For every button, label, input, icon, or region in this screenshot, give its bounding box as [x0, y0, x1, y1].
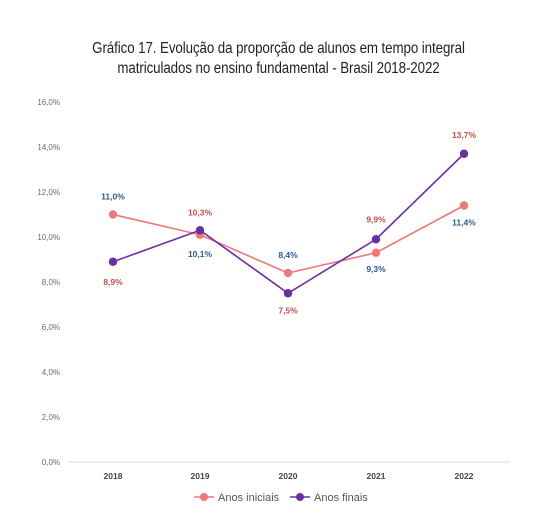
y-tick-label: 4,0% — [42, 368, 60, 377]
data-point-anos-finais — [108, 257, 118, 266]
data-point-anos-iniciais — [371, 248, 381, 257]
data-point-anos-iniciais — [108, 210, 118, 219]
data-label-anos-iniciais: 9,3% — [366, 264, 386, 274]
data-point-anos-iniciais — [459, 201, 469, 210]
chart-subtitle: matriculados no ensino fundamental - Bra… — [117, 60, 440, 77]
data-point-anos-finais — [195, 226, 205, 235]
data-label-anos-finais: 10,3% — [188, 207, 213, 217]
y-tick-label: 8,0% — [42, 278, 60, 287]
x-tick-label: 2021 — [367, 471, 386, 481]
y-tick-label: 12,0% — [37, 188, 60, 197]
data-label-anos-finais: 8,9% — [103, 277, 123, 287]
x-tick-label: 2018 — [104, 471, 123, 481]
chart-title: Gráfico 17. Evolução da proporção de alu… — [92, 40, 465, 57]
data-label-anos-finais: 9,9% — [366, 214, 386, 224]
legend-marker-anos-finais — [296, 493, 304, 501]
legend-marker-anos-iniciais — [200, 493, 208, 501]
series-line-anos-iniciais — [112, 204, 465, 274]
data-point-anos-finais — [283, 289, 293, 298]
legend-label-anos-iniciais: Anos iniciais — [218, 492, 280, 504]
data-point-anos-iniciais — [283, 268, 293, 278]
x-tick-label: 2022 — [455, 471, 474, 481]
data-point-anos-finais — [459, 149, 469, 158]
y-tick-label: 14,0% — [37, 143, 60, 152]
x-tick-label: 2019 — [191, 471, 210, 481]
y-tick-label: 10,0% — [37, 233, 60, 242]
y-tick-label: 16,0% — [37, 98, 60, 107]
y-tick-label: 6,0% — [42, 323, 60, 332]
data-label-anos-iniciais: 11,0% — [101, 192, 125, 202]
data-label-anos-finais: 13,7% — [452, 130, 477, 140]
y-tick-label: 0,0% — [42, 458, 60, 467]
y-tick-label: 2,0% — [42, 413, 60, 422]
data-label-anos-finais: 7,5% — [278, 305, 298, 315]
legend-label-anos-finais: Anos finais — [314, 492, 368, 504]
x-tick-label: 2020 — [279, 471, 298, 481]
data-label-anos-iniciais: 8,4% — [278, 250, 298, 260]
data-label-anos-iniciais: 11,4% — [452, 218, 476, 228]
data-point-anos-finais — [371, 235, 381, 244]
data-label-anos-iniciais: 10,1% — [188, 249, 213, 259]
